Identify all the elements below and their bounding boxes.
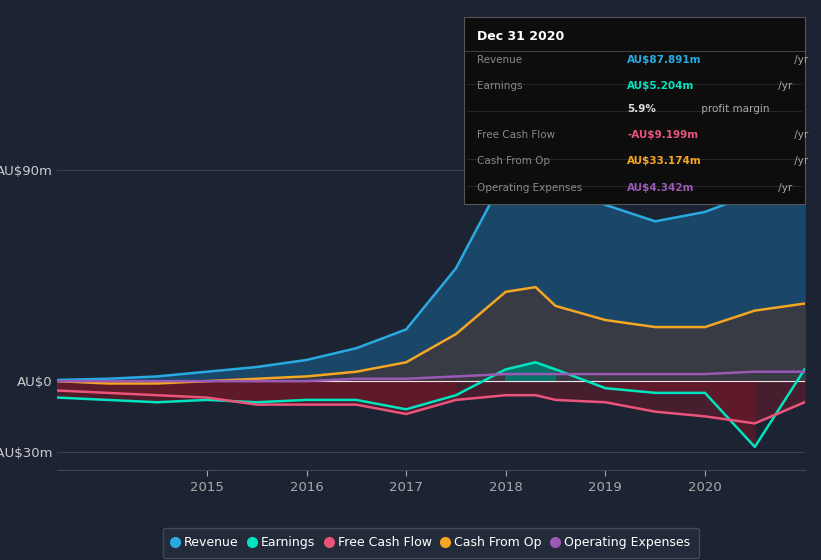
Text: Revenue: Revenue (478, 55, 523, 65)
Text: Operating Expenses: Operating Expenses (478, 183, 583, 193)
Text: /yr: /yr (774, 183, 791, 193)
Text: -AU$9.199m: -AU$9.199m (627, 130, 699, 140)
Text: Earnings: Earnings (478, 81, 523, 91)
Text: AU$4.342m: AU$4.342m (627, 183, 695, 193)
Legend: Revenue, Earnings, Free Cash Flow, Cash From Op, Operating Expenses: Revenue, Earnings, Free Cash Flow, Cash … (163, 528, 699, 558)
Text: Dec 31 2020: Dec 31 2020 (478, 30, 565, 43)
Text: /yr: /yr (791, 156, 808, 166)
Text: AU$33.174m: AU$33.174m (627, 156, 702, 166)
Text: Free Cash Flow: Free Cash Flow (478, 130, 556, 140)
Text: AU$87.891m: AU$87.891m (627, 55, 702, 65)
Text: AU$5.204m: AU$5.204m (627, 81, 695, 91)
Text: Cash From Op: Cash From Op (478, 156, 551, 166)
Text: 5.9%: 5.9% (627, 104, 656, 114)
Text: profit margin: profit margin (699, 104, 770, 114)
Text: /yr: /yr (791, 55, 808, 65)
Text: /yr: /yr (791, 130, 808, 140)
Text: /yr: /yr (774, 81, 791, 91)
